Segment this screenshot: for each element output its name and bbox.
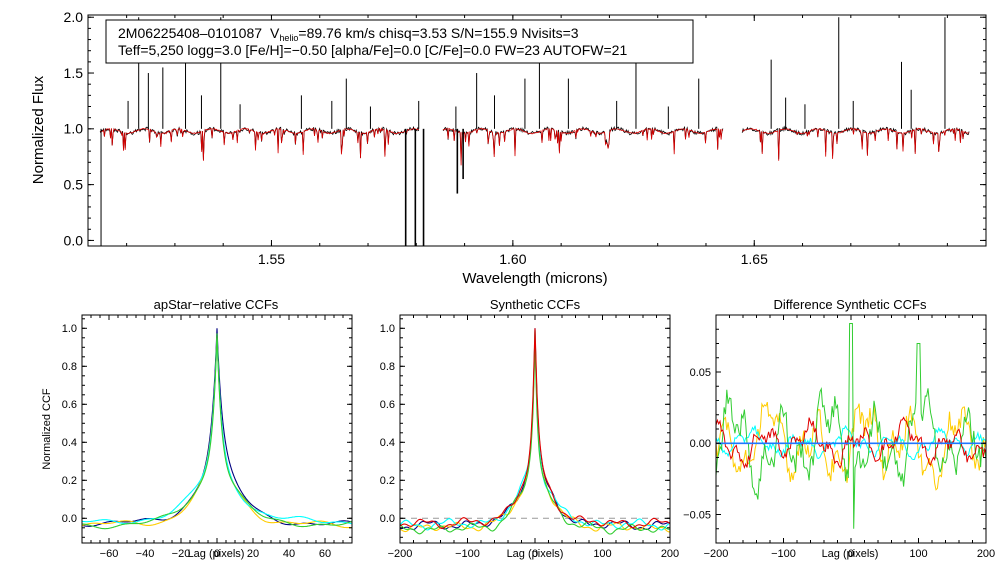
x-tick-label: 60 xyxy=(319,548,331,560)
y-tick-label: 0.2 xyxy=(62,475,77,487)
info-line-1: 2M06225408–0101087 Vhelio=89.76 km/s chis… xyxy=(118,25,579,43)
x-tick-label: 20 xyxy=(247,548,259,560)
ccf-series-4 xyxy=(400,338,670,535)
y-tick-label: 0.0 xyxy=(62,513,77,525)
x-tick-label: −200 xyxy=(388,548,413,560)
spectrum-frame xyxy=(87,14,987,247)
y-tick-label: 1.5 xyxy=(64,65,84,81)
x-tick-label: −100 xyxy=(771,548,796,560)
y-tick-label: 0.8 xyxy=(62,361,77,373)
y-tick-label: 0.0 xyxy=(380,513,395,525)
x-tick-label: −40 xyxy=(136,548,155,560)
difference-series-1 xyxy=(716,401,986,491)
y-tick-label: 0.6 xyxy=(62,399,77,411)
y-tick-label: 1.0 xyxy=(64,121,84,137)
x-tick-label: 1.65 xyxy=(741,251,768,267)
x-tick-label: 1.60 xyxy=(499,251,526,267)
y-tick-label: 2.0 xyxy=(64,9,84,25)
apstar-ccf-panel: apStar−relative CCFs −60 −40 −20 0 20 40 60 0.0… xyxy=(41,297,353,560)
apstar-ccf-curves xyxy=(82,328,352,530)
x-tick-label: 200 xyxy=(977,548,995,560)
synthetic-ccf-xlabel: Lag (pixels) xyxy=(507,548,564,560)
x-tick-label: 0 xyxy=(848,548,854,560)
spectrum-xlabel: Wavelength (microns) xyxy=(462,270,607,287)
difference-series-2 xyxy=(716,424,986,461)
ccf-series-3 xyxy=(82,337,352,525)
y-tick-label: 0.00 xyxy=(690,438,711,450)
model-spectrum-chip-2 xyxy=(442,127,724,166)
synthetic-ccf-curves xyxy=(400,328,670,535)
x-tick-label: −200 xyxy=(704,548,729,560)
apstar-ccf-axes: −60 −40 −20 0 20 40 60 0.0 0.2 0.4 0.6 0.8 1.0 xyxy=(62,315,353,560)
y-tick-label: 0.2 xyxy=(380,475,395,487)
y-tick-label: 0.4 xyxy=(380,437,395,449)
model-spectrum-chip-3 xyxy=(742,127,970,161)
x-tick-label: −100 xyxy=(455,548,480,560)
apstar-ccf-ylabel: Normalized CCF xyxy=(41,388,53,470)
spectrum-axes: 1.55 1.60 1.65 0.0 0.5 1.0 1.5 2.0 xyxy=(64,9,986,267)
y-tick-label: 0.05 xyxy=(690,367,711,379)
x-tick-label: −60 xyxy=(100,548,119,560)
ccf-lines xyxy=(400,328,670,535)
ccf-lines xyxy=(82,328,352,530)
difference-series-3 xyxy=(716,323,986,529)
x-tick-label: 0 xyxy=(214,548,220,560)
difference-lines xyxy=(716,323,986,529)
vhelio-symbol: V xyxy=(270,25,280,41)
difference-ccf-frame xyxy=(715,314,987,544)
vhelio-subscript: helio xyxy=(279,33,298,43)
x-tick-label: 40 xyxy=(283,548,295,560)
y-tick-label: −0.05 xyxy=(683,509,711,521)
difference-ccf-title: Difference Synthetic CCFs xyxy=(774,297,927,312)
spectrum-ylabel: Normalized Flux xyxy=(30,75,47,184)
x-tick-label: 1.55 xyxy=(258,251,285,267)
ccf-series-1 xyxy=(82,328,352,527)
info-box xyxy=(105,19,694,64)
info-line-2: Teff=5,250 logg=3.0 [Fe/H]=−0.50 [alpha/… xyxy=(118,42,627,58)
x-tick-label: 0 xyxy=(532,548,538,560)
difference-ccf-panel: Difference Synthetic CCFs −200 −100 0 100 20… xyxy=(683,297,995,560)
apstar-ccf-title: apStar−relative CCFs xyxy=(154,297,279,312)
model-spectrum-chip-1 xyxy=(100,127,419,161)
x-tick-label: 100 xyxy=(909,548,927,560)
synthetic-ccf-panel: Synthetic CCFs −200 −100 0 100 200 0.0 0.2 0.4 0… xyxy=(380,297,679,560)
y-tick-label: 0.4 xyxy=(62,437,77,449)
synthetic-ccf-title: Synthetic CCFs xyxy=(490,297,581,312)
y-tick-label: 0.6 xyxy=(380,399,395,411)
x-tick-label: 200 xyxy=(661,548,679,560)
x-tick-label: −20 xyxy=(172,548,191,560)
synthetic-ccf-axes: −200 −100 0 100 200 0.0 0.2 0.4 0.6 0.8 1.0 xyxy=(380,315,679,560)
difference-ccf-xlabel: Lag (pixels) xyxy=(822,548,879,560)
y-tick-label: 1.0 xyxy=(380,323,395,335)
star-id: 2M06225408–0101087 xyxy=(118,25,262,41)
y-tick-label: 0.8 xyxy=(380,361,395,373)
ccf-series-5 xyxy=(400,328,670,529)
y-tick-label: 0.5 xyxy=(64,177,84,193)
y-tick-label: 1.0 xyxy=(62,323,77,335)
apstar-ccf-xlabel: Lag (pixels) xyxy=(188,548,245,560)
x-tick-label: 100 xyxy=(593,548,611,560)
info-line-1-values: =89.76 km/s chisq=3.53 S/N=155.9 Nvisits… xyxy=(298,25,578,41)
difference-ccf-axes: −200 −100 0 100 200 −0.05 0.00 0.05 xyxy=(683,314,995,560)
ccf-series-2 xyxy=(82,335,352,529)
difference-ccf-curves xyxy=(716,323,986,529)
observed-spectrum-chip-2 xyxy=(442,125,724,161)
y-tick-label: 0.0 xyxy=(64,232,84,248)
spectrum-panel: 1.55 1.60 1.65 0.0 0.5 1.0 1.5 2.0 Wavelength (… xyxy=(30,9,987,287)
ccf-series-4 xyxy=(82,333,352,530)
